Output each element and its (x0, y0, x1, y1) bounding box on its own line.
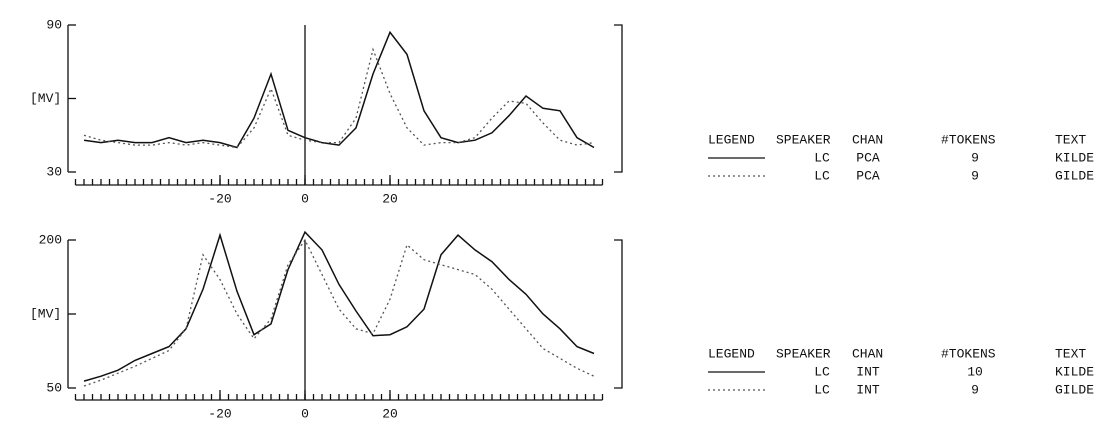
legend-speaker: LC (814, 364, 830, 379)
series-line (83, 30, 595, 149)
legend-header: #TOKENS (941, 346, 996, 361)
y-tick-label: 50 (46, 380, 62, 395)
legend-header: CHAN (852, 346, 883, 361)
legend-text: GILDE (1055, 382, 1094, 397)
x-tick-label: 0 (301, 191, 309, 206)
x-tick-label: 20 (382, 406, 398, 421)
legend-tokens: 9 (971, 150, 979, 165)
legend-header: LEGEND (708, 132, 755, 147)
right-bracket (614, 239, 623, 389)
legend-chan: INT (856, 382, 880, 397)
y-tick-label: 200 (39, 232, 62, 247)
legend-header: SPEAKER (776, 132, 831, 147)
legend-chan: PCA (856, 150, 880, 165)
series-line (83, 238, 595, 387)
legend-text: KILDE (1055, 364, 1094, 379)
legend-header: CHAN (852, 132, 883, 147)
series-line (83, 230, 595, 382)
legend-header: TEXT (1055, 132, 1086, 147)
y-axis-label: [MV] (30, 306, 61, 321)
legend-header: SPEAKER (776, 346, 831, 361)
legend-speaker: LC (814, 168, 830, 183)
series-line (83, 47, 595, 149)
legend-speaker: LC (814, 150, 830, 165)
legend-header: TEXT (1055, 346, 1086, 361)
legend-chan: PCA (856, 168, 880, 183)
x-tick-label: -20 (208, 191, 231, 206)
x-tick-label: 20 (382, 191, 398, 206)
legend-text: GILDE (1055, 168, 1094, 183)
legend-header: LEGEND (708, 346, 755, 361)
legend-chan: INT (856, 364, 880, 379)
legend-tokens: 9 (971, 168, 979, 183)
legend-tokens: 10 (967, 364, 983, 379)
legend-tokens: 9 (971, 382, 979, 397)
legend-speaker: LC (814, 382, 830, 397)
y-axis-label: [MV] (30, 91, 61, 106)
right-bracket (614, 24, 623, 173)
legend-header: #TOKENS (941, 132, 996, 147)
y-tick-label: 90 (46, 17, 62, 32)
y-tick-label: 30 (46, 164, 62, 179)
x-tick-label: 0 (301, 406, 309, 421)
legend-text: KILDE (1055, 150, 1094, 165)
x-tick-label: -20 (208, 406, 231, 421)
